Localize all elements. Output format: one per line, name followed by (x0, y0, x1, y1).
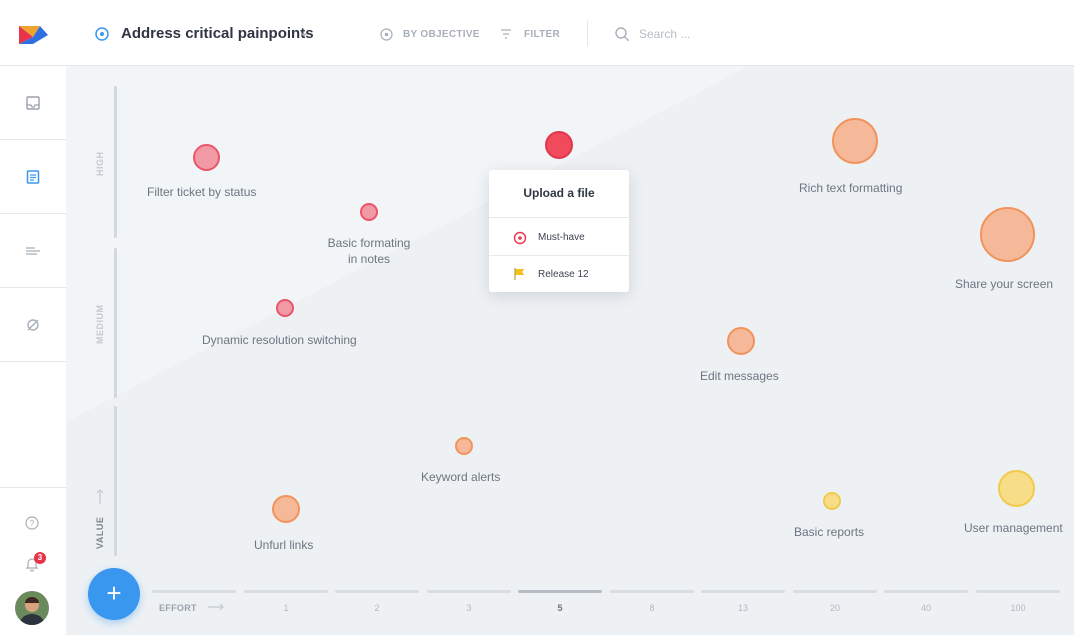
background-diagonal (66, 66, 749, 422)
value-band-low (114, 406, 117, 556)
effort-tick-2[interactable] (335, 590, 419, 593)
effort-tick (152, 590, 236, 593)
bubble-label: Basic reports (794, 525, 865, 539)
avatar[interactable] (15, 591, 49, 625)
axis-label-effort: EFFORT (159, 603, 197, 613)
bubble-label: Edit messages (700, 369, 779, 383)
effort-tick-label: 8 (649, 603, 655, 613)
feature-bubble-basic-formating[interactable] (360, 203, 378, 221)
effort-tick-label: 5 (557, 603, 563, 613)
app-logo[interactable] (0, 0, 66, 66)
effort-tick-100[interactable] (976, 590, 1060, 593)
must-have-icon (513, 231, 527, 245)
bubble-label: Dynamic resolution switching (202, 333, 357, 347)
sidebar: ? 3 (0, 0, 67, 635)
effort-tick-20[interactable] (793, 590, 877, 593)
feature-bubble-unfurl-links[interactable] (272, 495, 300, 523)
effort-tick-40[interactable] (884, 590, 968, 593)
divider (489, 255, 629, 256)
sidebar-item-hidden[interactable] (0, 288, 66, 362)
sidebar-bottom: ? 3 (0, 487, 66, 635)
feature-bubble-share-screen[interactable] (980, 207, 1035, 262)
bubble-label: Unfurl links (254, 538, 314, 552)
sidebar-item-notes[interactable] (0, 140, 66, 214)
filter-button[interactable]: FILTER (524, 29, 561, 40)
search-input[interactable]: Search ... (639, 27, 691, 41)
bubble-label: Keyword alerts (421, 470, 501, 484)
hidden-icon (27, 318, 39, 331)
feature-bubble-dynamic-resolution[interactable] (276, 299, 294, 317)
bubble-label: Filter ticket by status (147, 185, 257, 199)
effort-tick-label: 13 (737, 603, 748, 613)
sidebar-item-inbox[interactable] (0, 66, 66, 140)
popup-priority[interactable]: Must-have (538, 232, 585, 243)
prioritization-matrix: HIGH MEDIUM VALUE Filter ticket by statu… (66, 66, 1074, 635)
notes-icon (26, 169, 40, 184)
arrow-up-icon (96, 489, 104, 504)
by-objective-button[interactable]: BY OBJECTIVE (403, 29, 480, 40)
effort-tick-5[interactable] (518, 590, 602, 593)
effort-tick-label: 100 (1010, 603, 1026, 613)
effort-tick-label: 20 (829, 603, 840, 613)
arrow-right-icon (208, 603, 224, 611)
feature-popup: Upload a file Must-have Release 12 (489, 170, 629, 292)
bubble-label: Rich text formatting (799, 181, 903, 195)
feature-bubble-user-management[interactable] (998, 470, 1035, 507)
sidebar-item-list[interactable] (0, 214, 66, 288)
add-feature-button[interactable]: + (88, 568, 140, 620)
effort-tick-3[interactable] (427, 590, 511, 593)
popup-release[interactable]: Release 12 (538, 269, 589, 280)
bubble-label: User management (964, 521, 1063, 535)
band-label-high: HIGH (95, 151, 105, 177)
flag-icon (514, 268, 525, 280)
feature-bubble-filter-ticket[interactable] (193, 144, 220, 171)
divider (587, 21, 588, 46)
value-band-high (114, 86, 117, 238)
effort-tick-label: 3 (466, 603, 472, 613)
top-bar: Address critical painpoints BY OBJECTIVE… (66, 0, 1074, 66)
effort-tick-13[interactable] (701, 590, 785, 593)
filter-icon (501, 29, 511, 39)
feature-bubble-rich-text[interactable] (832, 118, 878, 164)
feature-bubble-edit-messages[interactable] (727, 327, 755, 355)
band-label-medium: MEDIUM (95, 304, 105, 345)
value-band-medium (114, 248, 117, 398)
list-icon (26, 246, 40, 255)
feature-bubble-basic-reports[interactable] (823, 492, 841, 510)
effort-tick-label: 1 (283, 603, 289, 613)
target-icon (380, 28, 393, 41)
effort-tick-1[interactable] (244, 590, 328, 593)
divider (489, 217, 629, 218)
help-icon[interactable]: ? (25, 516, 39, 530)
feature-bubble-upload-file[interactable] (545, 131, 573, 159)
inbox-icon (26, 95, 40, 110)
notification-badge: 3 (34, 552, 46, 564)
effort-tick-label: 2 (374, 603, 380, 613)
effort-tick-label: 40 (920, 603, 931, 613)
axis-label-value: VALUE (95, 516, 105, 549)
page-title[interactable]: Address critical painpoints (121, 25, 314, 42)
chevron-down-icon[interactable] (300, 32, 308, 38)
effort-tick-8[interactable] (610, 590, 694, 593)
bubble-label: Basic formating in notes (327, 236, 411, 266)
search-icon (615, 27, 630, 42)
popup-title: Upload a file (523, 186, 595, 200)
bubble-label: Share your screen (955, 277, 1054, 291)
feature-bubble-keyword-alerts[interactable] (455, 437, 473, 455)
svg-text:?: ? (30, 519, 35, 528)
objective-icon (95, 27, 109, 41)
